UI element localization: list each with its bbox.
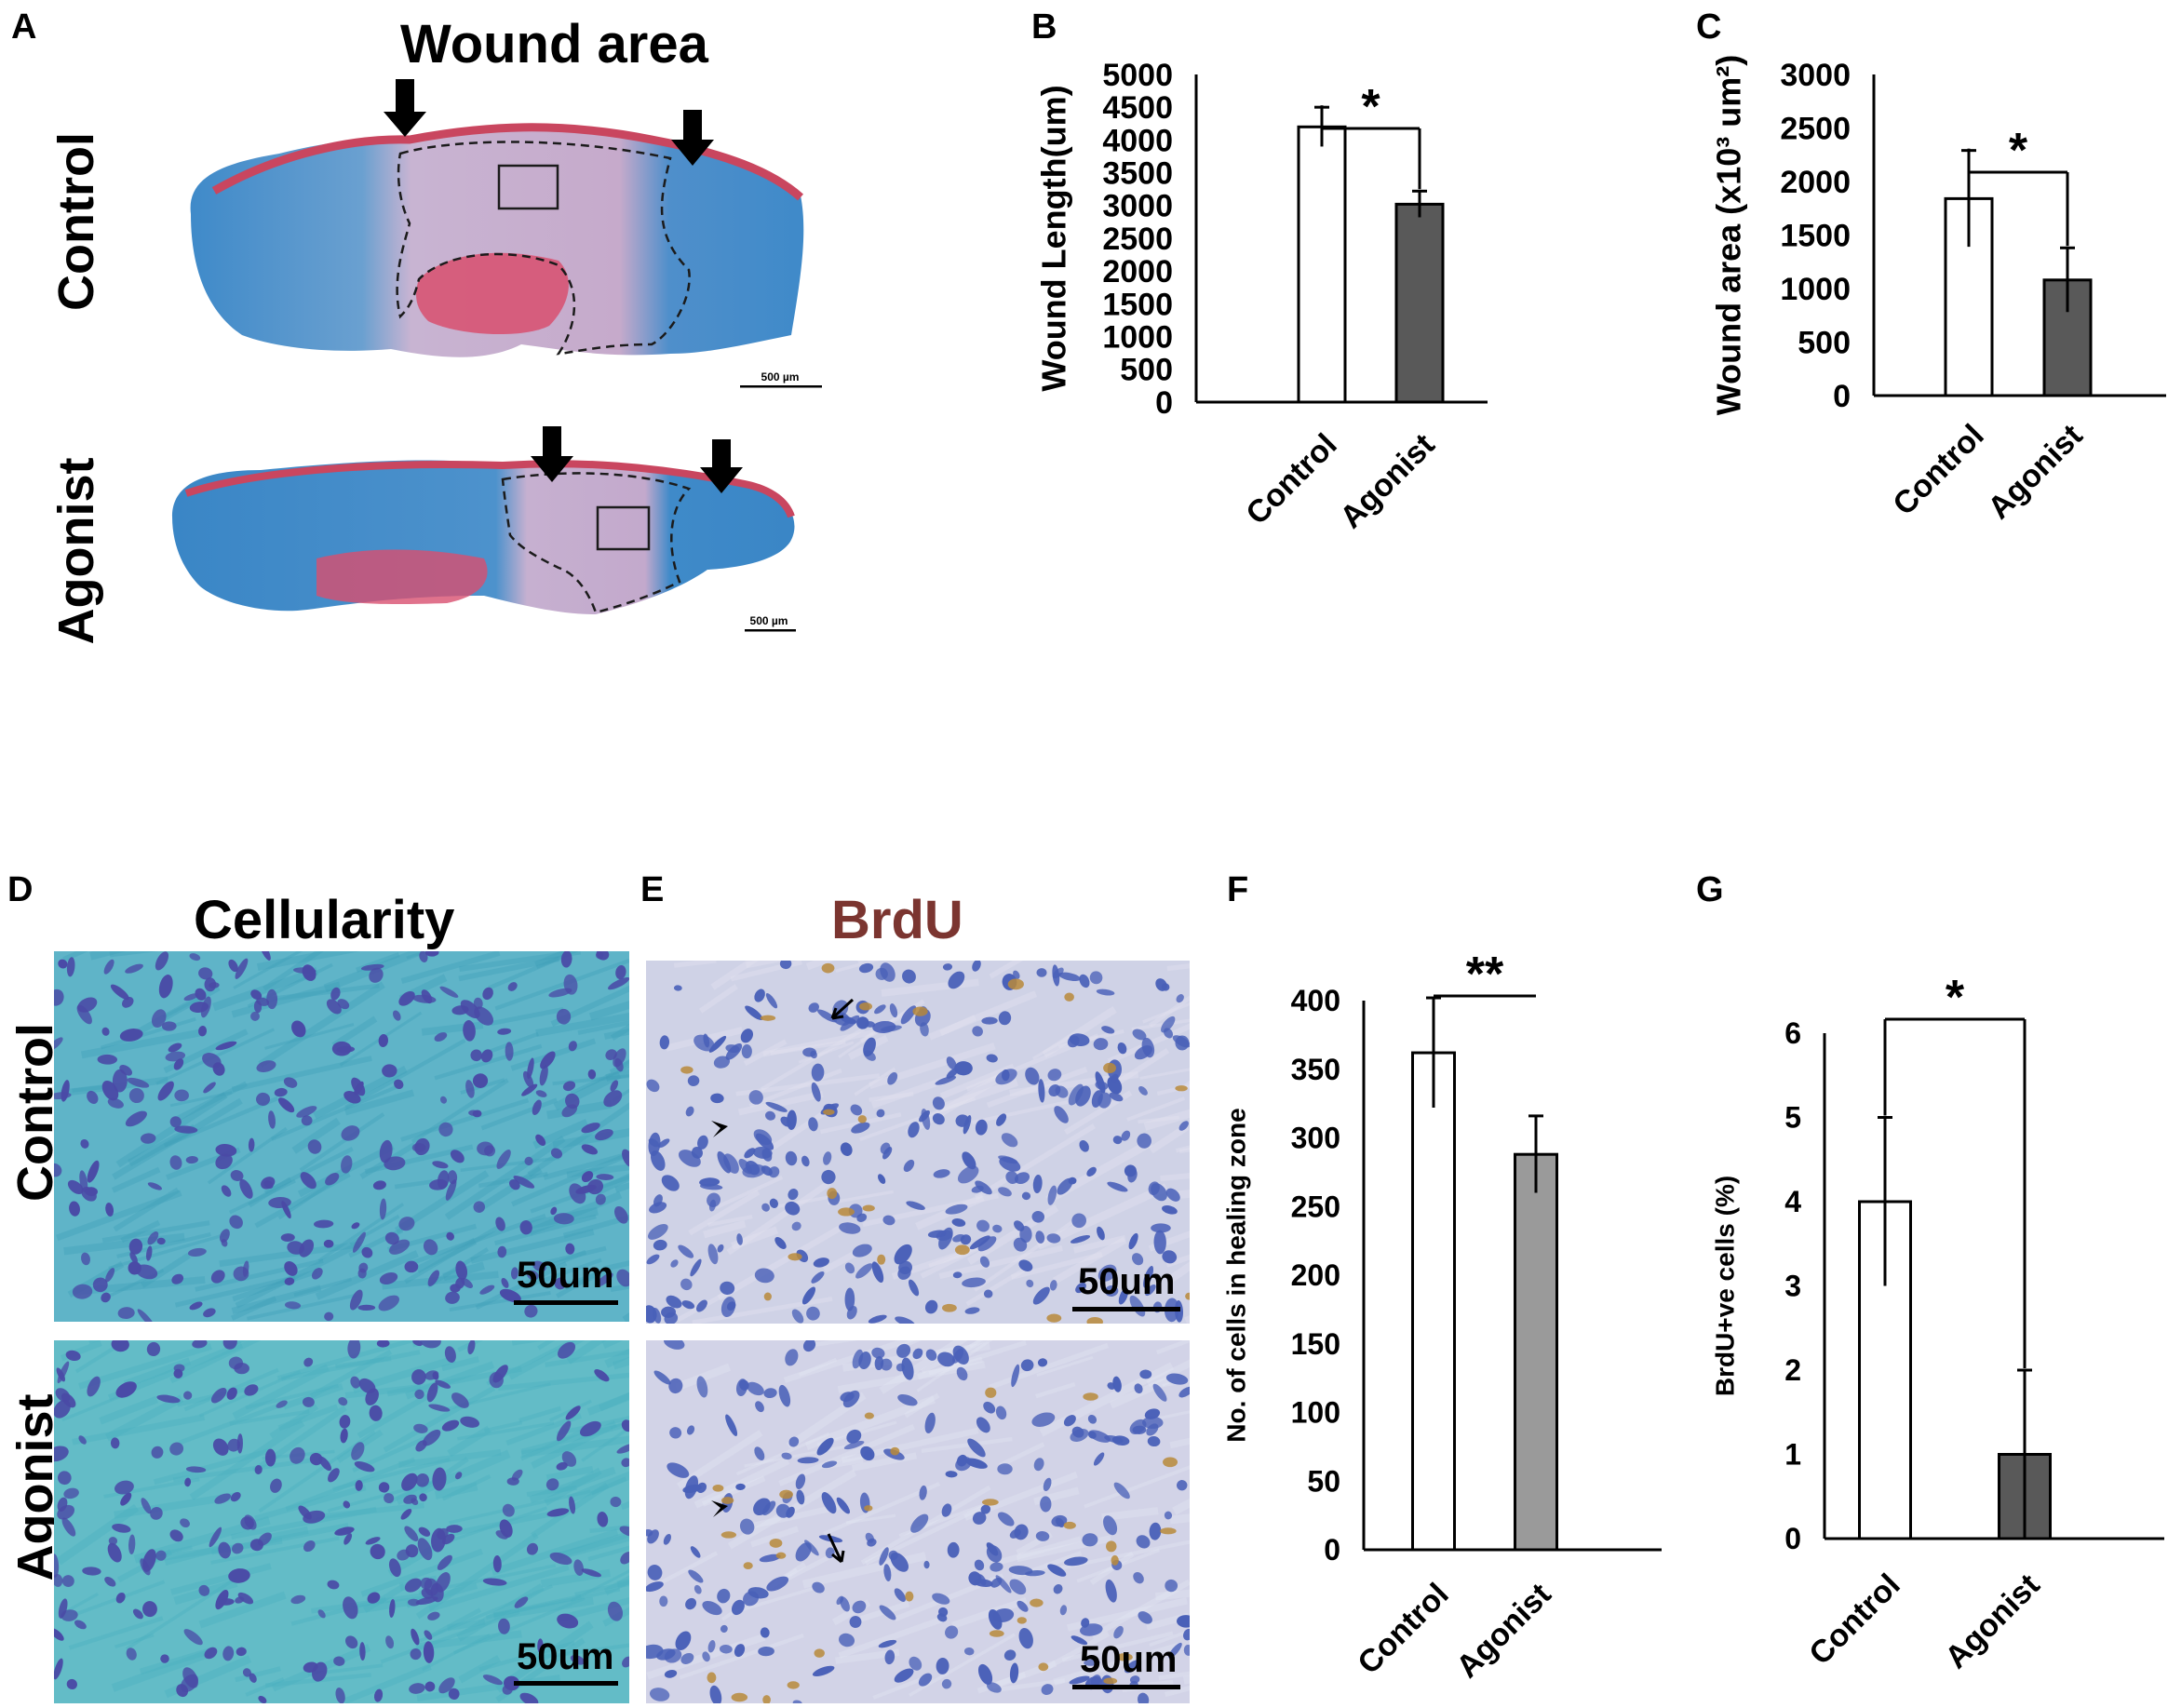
chart-f-ytick-label: 400	[1291, 984, 1340, 1017]
chart-f-bar-agonist	[1514, 1152, 1558, 1552]
chart-f-ytick-label: 50	[1307, 1464, 1340, 1498]
panel-d-scalebar-label-2: 50um	[517, 1636, 614, 1677]
panel-letter-a: A	[11, 7, 37, 47]
chart-f-category-control: Control	[1351, 1577, 1455, 1681]
chart-f-bar-control	[1411, 1051, 1456, 1552]
panel-a-title: Wound area	[400, 14, 708, 74]
chart-b-significance-label: *	[1361, 80, 1380, 134]
chart-b-ytick-label: 1000	[1102, 320, 1173, 356]
chart-c-ytick-label: 500	[1798, 325, 1851, 360]
panel-letter-b: B	[1031, 7, 1057, 47]
panel-d-control-micrograph	[54, 951, 629, 1322]
arrow-icon	[830, 998, 855, 1020]
chart-b-ytick-label: 500	[1120, 353, 1173, 388]
chart-g-category-control: Control	[1802, 1567, 1906, 1672]
panel-e-scalebar-2	[1072, 1685, 1180, 1689]
chart-b-ytick-label: 5000	[1102, 58, 1173, 93]
chart-b-category-agonist: Agonist	[1333, 427, 1441, 535]
chart-g-ytick-label: 0	[1784, 1522, 1801, 1555]
arrow-icon	[827, 1533, 845, 1564]
chart-b-ytick-label: 4000	[1102, 123, 1173, 158]
panel-letter-e: E	[640, 870, 665, 909]
chart-c-significance-label: *	[2009, 124, 2028, 178]
chart-b-ytick-label: 3500	[1102, 156, 1173, 192]
chart-f-ytick-label: 200	[1291, 1258, 1340, 1292]
chart-f-cells-healing-zone: 0 50 100 150 200 250 300 350 400 No. of cells in …	[1221, 948, 1662, 1685]
panel-letter-f: F	[1227, 870, 1249, 909]
panel-e-agonist-micrograph	[646, 1340, 1190, 1703]
chart-b-category-control: Control	[1239, 427, 1343, 531]
panel-e-scalebar-label-2: 50um	[1080, 1639, 1178, 1680]
panel-e-scalebar-1	[1072, 1307, 1180, 1311]
chart-c-category-agonist: Agonist	[1981, 418, 2089, 526]
chart-g-brdu-cells: 0 1 2 3 4 5 6 BrdU+ve cells (%) Control Agonist *	[1710, 971, 2164, 1675]
chart-b-ytick-label: 4500	[1102, 90, 1173, 126]
chart-f-ytick-label: 250	[1291, 1190, 1340, 1223]
panel-d-scalebar-2	[514, 1681, 618, 1686]
chart-c-ytick-label: 1500	[1780, 218, 1851, 253]
chart-c-ytick-label: 3000	[1780, 58, 1851, 93]
panel-e-control-micrograph	[646, 961, 1190, 1324]
chart-c-wound-area: 0 500 1000 1500 2000 2500 3000 Wound area (x10³…	[1710, 55, 2166, 526]
chart-g-significance-label: *	[1946, 971, 1965, 1025]
chart-c-category-control: Control	[1886, 418, 1990, 522]
panel-a-scalebar-1	[740, 385, 822, 388]
chart-f-ylabel: No. of cells in healing zone	[1221, 1108, 1250, 1442]
panel-a-scalebar-2	[745, 629, 796, 632]
agonist-tissue-section	[172, 426, 795, 614]
chart-c-ytick-label: 2000	[1780, 165, 1851, 200]
chart-c-ytick-label: 0	[1833, 379, 1851, 414]
chart-g-ytick-label: 2	[1784, 1353, 1801, 1387]
chart-f-ytick-label: 150	[1291, 1327, 1340, 1361]
chart-b-ytick-label: 2000	[1102, 254, 1173, 289]
chart-b-significance-bracket	[1320, 105, 1421, 190]
chart-c-significance-bracket	[1967, 148, 2069, 247]
chart-g-ylabel: BrdU+ve cells (%)	[1710, 1176, 1739, 1396]
panel-a-tissue-sections: 500 µm 500 µm	[172, 79, 822, 632]
panel-letter-g: G	[1696, 870, 1724, 909]
chart-f-ytick-label: 0	[1324, 1533, 1340, 1567]
panel-d-title: Cellularity	[194, 890, 455, 950]
panel-letter-d: D	[7, 870, 34, 909]
chart-b-ytick-label: 3000	[1102, 189, 1173, 224]
chart-c-ytick-label: 2500	[1780, 111, 1851, 146]
panel-d-scalebar-label-1: 50um	[517, 1255, 614, 1296]
chart-f-category-agonist: Agonist	[1449, 1577, 1557, 1685]
control-tissue-section	[190, 79, 804, 357]
chart-b-wound-length: 0500100015002000250030003500400045005000…	[1035, 58, 1488, 535]
chart-g-ytick-label: 6	[1784, 1016, 1801, 1050]
chart-b-ytick-label: 1500	[1102, 287, 1173, 322]
panel-d-scalebar-1	[514, 1300, 618, 1305]
panel-e-scalebar-label-1: 50um	[1078, 1261, 1176, 1302]
chart-g-ytick-label: 1	[1784, 1438, 1801, 1472]
panel-letter-c: C	[1696, 7, 1722, 47]
arrowhead-icon	[711, 1500, 728, 1517]
chart-b-ytick-label: 2500	[1102, 222, 1173, 257]
chart-f-ytick-label: 350	[1291, 1053, 1340, 1086]
chart-g-ytick-label: 4	[1784, 1185, 1801, 1218]
panel-e-title: BrdU	[831, 890, 963, 950]
chart-b-bar-control	[1297, 125, 1347, 404]
panel-a-scalebar-label-2: 500 µm	[750, 614, 788, 627]
chart-f-significance-label: **	[1466, 948, 1504, 1002]
arrowhead-icon	[711, 1121, 728, 1137]
chart-g-category-agonist: Agonist	[1938, 1567, 2046, 1675]
panel-a-scalebar-label-1: 500 µm	[761, 370, 800, 383]
chart-b-bar-agonist	[1394, 202, 1445, 404]
chart-g-significance-bracket	[1883, 1017, 2027, 1368]
chart-c-ylabel: Wound area (x10³ um²)	[1710, 55, 1748, 415]
chart-g-ytick-label: 5	[1784, 1101, 1801, 1135]
chart-c-ytick-label: 1000	[1780, 272, 1851, 307]
chart-b-ytick-label: 0	[1155, 385, 1173, 421]
chart-b-ylabel: Wound Length(um)	[1035, 85, 1073, 391]
chart-f-ytick-label: 300	[1291, 1122, 1340, 1155]
chart-f-ytick-label: 100	[1291, 1396, 1340, 1430]
chart-g-ytick-label: 3	[1784, 1270, 1801, 1303]
